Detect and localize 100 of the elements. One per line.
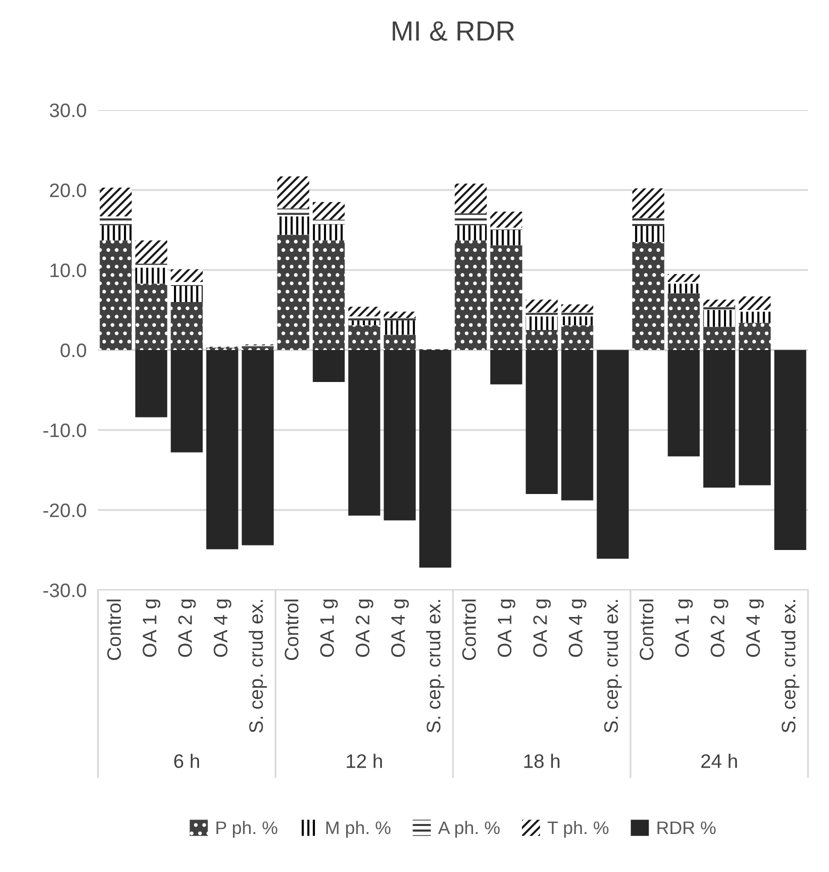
bar — [561, 312, 594, 316]
bar — [561, 350, 594, 500]
bar — [738, 296, 771, 310]
bar — [170, 302, 203, 350]
bar — [170, 350, 203, 452]
bar — [668, 293, 700, 350]
bar — [526, 300, 558, 312]
bar — [668, 274, 700, 282]
legend-label: RDR % — [658, 821, 716, 834]
x-tick-label: Control — [106, 600, 121, 660]
bar — [100, 216, 132, 226]
x-tick-label: OA 2 g — [356, 600, 374, 657]
bar — [526, 312, 558, 316]
bar — [312, 224, 345, 240]
bar — [312, 240, 345, 350]
bar — [170, 269, 203, 282]
y-tick-label: 30.0 — [50, 103, 86, 118]
bar — [348, 306, 380, 316]
x-tick-label: S. cep. crud ex. — [781, 600, 800, 733]
bar — [738, 312, 771, 323]
x-tick-label: OA 1 g — [142, 600, 160, 657]
x-tick-label: OA 4 g — [214, 600, 232, 657]
bar — [561, 325, 594, 350]
bar — [135, 268, 168, 284]
y-tick-label: 20.0 — [50, 183, 86, 198]
bar — [348, 316, 380, 320]
bar — [526, 330, 558, 350]
bar — [242, 350, 274, 546]
bar — [277, 216, 310, 235]
bar — [454, 213, 487, 226]
x-tick-label: OA 2 g — [710, 600, 728, 657]
bar — [632, 218, 664, 226]
bar — [703, 310, 736, 327]
x-tick-label: OA 4 g — [391, 600, 409, 657]
y-tick-label: -10.0 — [43, 423, 86, 438]
text: 24 h — [701, 754, 737, 768]
legend-label: T ph. % — [548, 820, 608, 838]
bar — [100, 225, 132, 240]
legend-label: A ph. % — [438, 820, 500, 838]
bar — [384, 320, 416, 335]
bar — [454, 240, 487, 350]
bar — [135, 240, 168, 264]
text: 12 h — [346, 754, 382, 768]
bar — [703, 300, 736, 307]
bar — [348, 350, 380, 516]
bar — [100, 240, 132, 350]
bar — [703, 350, 736, 488]
bar — [135, 284, 168, 350]
y-tick-label: -20.0 — [43, 503, 86, 518]
bar — [738, 322, 771, 350]
bar — [277, 234, 310, 350]
x-tick-label: OA 2 g — [178, 600, 196, 657]
bar — [348, 325, 380, 350]
x-tick-label: OA 1 g — [320, 600, 338, 657]
bar — [206, 350, 238, 550]
x-tick-label: Control — [284, 600, 298, 660]
bar — [384, 334, 416, 350]
bar — [277, 176, 310, 208]
chart-title: MI & RDR — [392, 21, 514, 41]
bar — [242, 346, 274, 350]
y-tick-label: 0.0 — [60, 343, 86, 358]
x-tick-label: OA 1 g — [675, 600, 693, 657]
y-tick-label: 10.0 — [50, 263, 86, 278]
bar — [454, 225, 487, 240]
bar — [277, 208, 310, 216]
x-tick-label: S. cep. crud ex. — [248, 600, 267, 733]
bar — [668, 284, 700, 294]
bar — [596, 350, 629, 559]
bar — [561, 316, 594, 326]
legend-label: P ph. % — [216, 820, 278, 838]
bar — [490, 245, 522, 350]
bar — [384, 312, 416, 318]
bar — [135, 350, 168, 418]
bar — [348, 320, 380, 326]
bar — [703, 306, 736, 310]
legend-label: M ph. % — [326, 820, 390, 838]
bar — [738, 350, 771, 486]
bar — [632, 242, 664, 350]
bar — [135, 264, 168, 268]
bar — [632, 188, 664, 218]
y-tick-label: -30.0 — [43, 583, 86, 598]
bar — [490, 230, 522, 246]
bar — [526, 316, 558, 330]
bar — [490, 350, 522, 384]
bar — [561, 304, 594, 312]
bar — [490, 212, 522, 228]
x-tick-label: S. cep. crud ex. — [604, 600, 622, 733]
bar — [312, 202, 345, 220]
x-tick-label: Control — [462, 600, 476, 660]
bar — [312, 220, 345, 224]
bar — [668, 350, 700, 456]
x-tick-label: OA 1 g — [498, 600, 516, 657]
x-tick-label: S. cep. crud ex. — [426, 600, 444, 733]
text: 18 h — [524, 754, 560, 768]
bar — [774, 350, 806, 550]
bar — [312, 350, 345, 382]
text: 6 h — [174, 754, 200, 768]
x-tick-label: OA 4 g — [746, 600, 764, 657]
bar — [419, 350, 452, 568]
bar — [526, 350, 558, 494]
